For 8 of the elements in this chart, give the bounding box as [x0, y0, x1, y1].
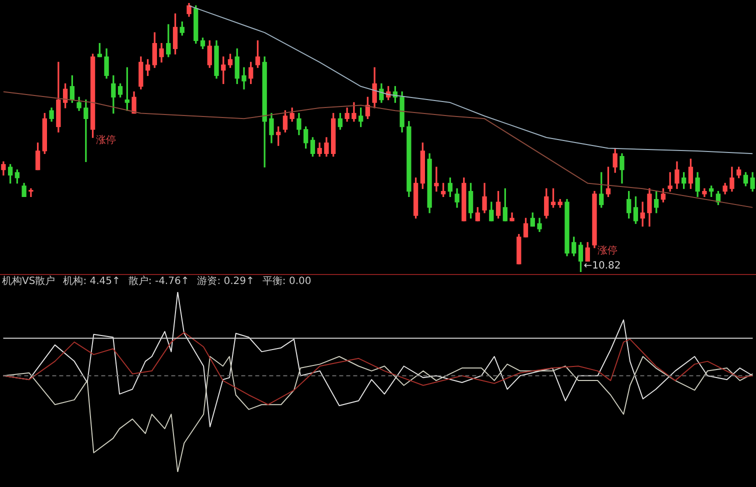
text: ←10.82 — [584, 260, 621, 272]
text: 散户: -4.76↑ — [128, 276, 190, 287]
text: 涨停 — [597, 245, 618, 256]
text: 机构: 4.45↑ — [63, 276, 120, 287]
text: 涨停 — [96, 135, 116, 146]
text: 平衡: 0.00 — [262, 276, 312, 287]
text: 游资: 0.29↑ — [197, 276, 254, 287]
chart-title: 机构VS散户 — [2, 276, 56, 287]
